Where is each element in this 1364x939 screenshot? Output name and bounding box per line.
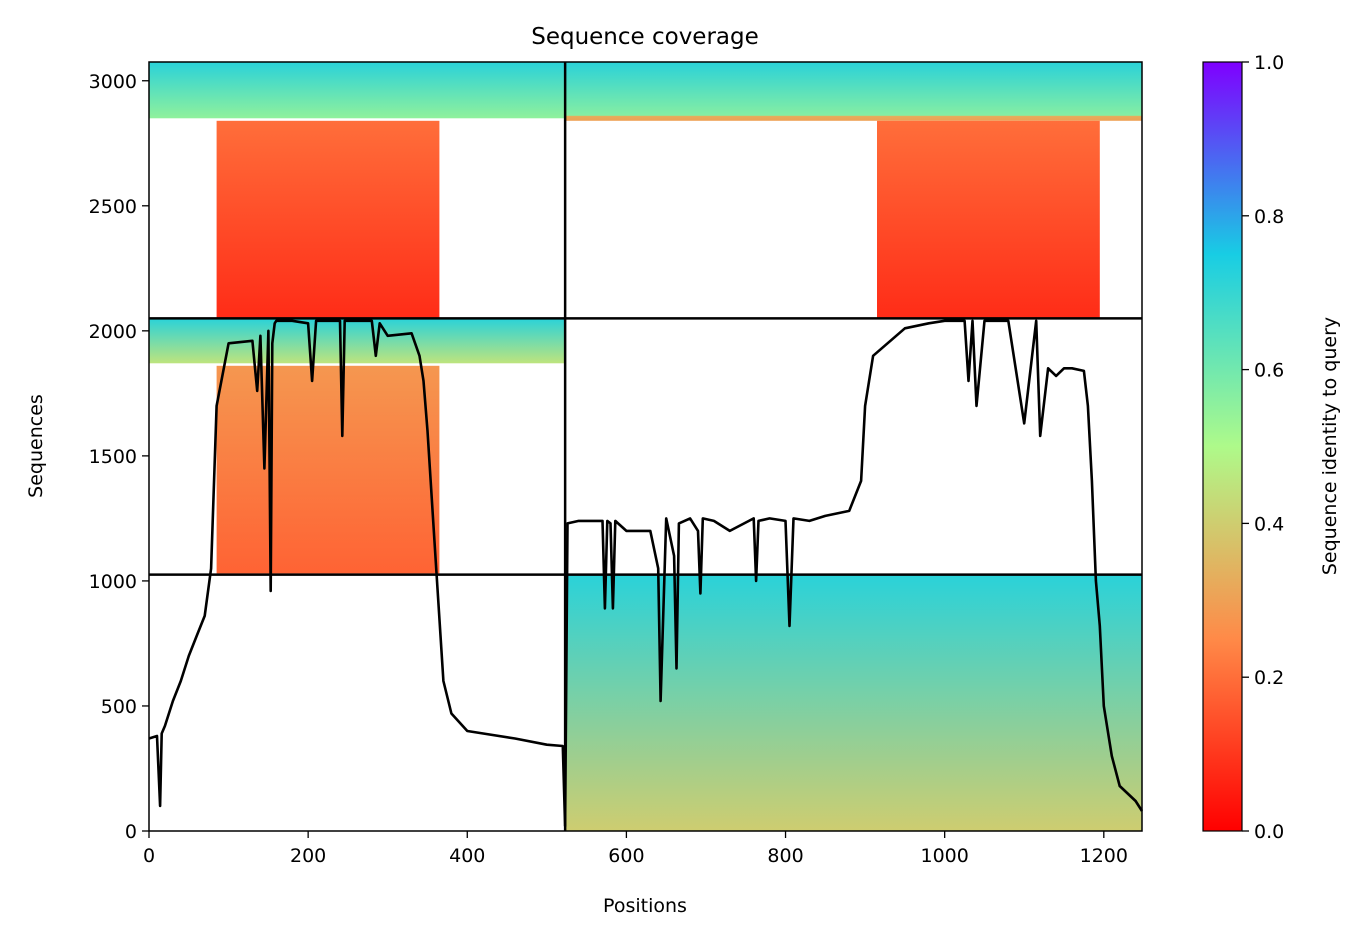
y-tick-label: 0 (125, 821, 137, 843)
msa-block (149, 318, 566, 364)
msa-block (216, 120, 440, 319)
x-tick-label: 0 (143, 845, 155, 867)
x-tick-label: 1200 (1080, 845, 1128, 867)
y-tick-label: 1500 (89, 446, 137, 468)
y-tick-label: 2000 (89, 321, 137, 343)
msa-block (877, 120, 1100, 319)
colorbar-tick-label: 0.4 (1254, 513, 1284, 535)
coverage-line (148, 319, 1144, 828)
colorbar-tick-label: 0.8 (1254, 206, 1284, 228)
x-tick-label: 400 (449, 845, 485, 867)
colorbar-tick-label: 1.0 (1254, 52, 1284, 74)
x-tick-label: 600 (608, 845, 644, 867)
x-tick-label: 800 (767, 845, 803, 867)
y-tick-label: 500 (101, 696, 137, 718)
x-tick-label: 200 (290, 845, 326, 867)
x-tick-label: 1000 (920, 845, 968, 867)
colorbar-tick-label: 0.0 (1254, 821, 1284, 843)
y-axis-label: Sequences (25, 394, 47, 498)
y-tick-label: 2500 (89, 196, 137, 218)
colorbar-tick-label: 0.6 (1254, 360, 1284, 382)
chart-title: Sequence coverage (531, 24, 759, 50)
msa-block (565, 62, 1142, 119)
msa-heatmap (149, 62, 1142, 831)
y-tick-label: 3000 (89, 71, 137, 93)
plot-frame (148, 61, 1143, 832)
y-axis: 0 500 1000 1500 2000 2500 3000 (89, 71, 149, 843)
colorbar-gradient (1202, 61, 1243, 832)
colorbar-tick-label: 0.2 (1254, 667, 1284, 689)
msa-block (565, 574, 1142, 831)
msa-block (149, 62, 566, 119)
colorbar-label: Sequence identity to query (1319, 317, 1341, 575)
msa-block (565, 115, 1142, 121)
x-axis: 0 200 400 600 800 1000 1200 (143, 831, 1128, 867)
coverage-series-line (148, 319, 1144, 828)
colorbar: 0.0 0.2 0.4 0.6 0.8 1.0 Sequence identity to … (1202, 52, 1341, 843)
msa-block (216, 365, 440, 574)
colorbar-ticks: 0.0 0.2 0.4 0.6 0.8 1.0 (1242, 52, 1284, 843)
x-axis-label: Positions (603, 895, 687, 917)
y-tick-label: 1000 (89, 571, 137, 593)
